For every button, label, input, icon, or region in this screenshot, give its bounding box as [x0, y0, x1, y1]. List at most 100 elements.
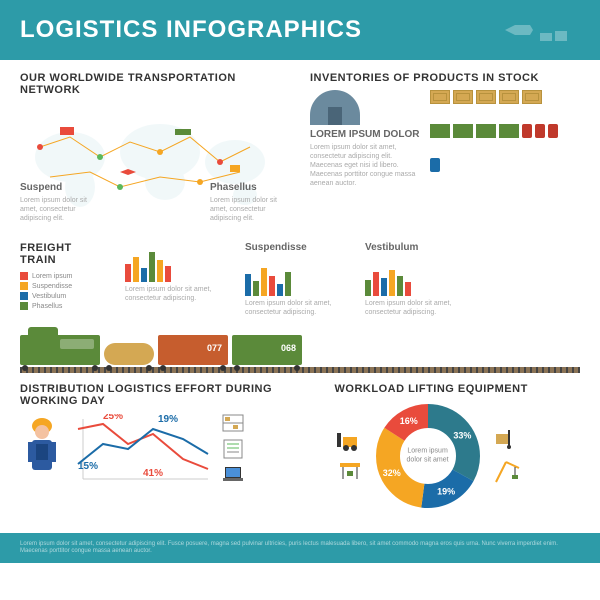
suspend-label: Suspend	[20, 182, 100, 193]
bar	[165, 266, 171, 282]
bar	[157, 260, 163, 282]
container-icon	[476, 124, 496, 138]
header-decorative-icons	[500, 15, 580, 45]
crate-icon	[499, 90, 519, 104]
pct-label: 19%	[158, 414, 178, 425]
container-icon	[453, 124, 473, 138]
crate-icon	[430, 90, 450, 104]
train-car	[20, 335, 100, 365]
legend-swatch	[20, 272, 28, 280]
chart-label: Suspendisse	[245, 242, 345, 253]
bar	[381, 278, 387, 296]
bar	[277, 284, 283, 296]
donut-pct-label: 16%	[399, 416, 417, 426]
main-title: LOGISTICS INFOGRAPHICS	[20, 16, 362, 44]
chart-caption: Lorem ipsum dolor sit amet, consectetur …	[125, 285, 225, 303]
workload-title: WORKLOAD LIFTING EQUIPMENT	[335, 383, 580, 395]
port-crane-icon	[491, 460, 521, 485]
suspend-text: Lorem ipsum dolor sit amet, consectetur …	[20, 196, 100, 223]
warehouse-icon	[310, 90, 360, 125]
phasellus-text: Lorem ipsum dolor sit amet, consectetur …	[210, 196, 290, 223]
workload-donut-chart: 33%19%32%16% Lorem ipsum dolor sit amet	[373, 401, 483, 511]
distribution-section: DISTRIBUTION LOGISTICS EFFORT DURING WOR…	[20, 383, 315, 511]
legend-item: Phasellus	[20, 302, 110, 310]
freight-legend: Lorem ipsum Suspendisse Vestibulum Phasellu…	[20, 272, 110, 310]
bar	[365, 280, 371, 296]
bar	[269, 276, 275, 296]
train-car	[104, 343, 154, 365]
footer-text: Lorem ipsum dolor sit amet, consectetur …	[20, 541, 580, 555]
header-banner: LOGISTICS INFOGRAPHICS	[0, 0, 600, 60]
footer-banner: Lorem ipsum dolor sit amet, consectetur …	[0, 533, 600, 563]
bar	[141, 268, 147, 282]
bar-chart: Suspendisse Lorem ipsum dolor sit amet, c…	[245, 242, 345, 317]
pct-label: 25%	[103, 414, 123, 422]
phasellus-label: Phasellus	[210, 182, 290, 193]
crates-grid	[430, 90, 560, 188]
bar	[261, 268, 267, 296]
pct-label: 15%	[78, 461, 98, 472]
crate-icon	[453, 90, 473, 104]
workload-section: WORKLOAD LIFTING EQUIPMENT 33%19%32%16% …	[335, 383, 580, 511]
bar	[373, 272, 379, 296]
bar	[253, 281, 259, 296]
inventories-title: INVENTORIES OF PRODUCTS IN STOCK	[310, 72, 580, 84]
bar	[389, 270, 395, 296]
crate-icon	[522, 90, 542, 104]
bar	[149, 252, 155, 282]
chart-caption: Lorem ipsum dolor sit amet, consectetur …	[365, 299, 465, 317]
chart-caption: Lorem ipsum dolor sit amet, consectetur …	[245, 299, 345, 317]
car-number: 068	[281, 343, 296, 353]
donut-center-text: Lorem ipsum dolor sit amet	[400, 448, 455, 465]
freight-title: FREIGHT TRAIN	[20, 242, 110, 266]
inventories-section: INVENTORIES OF PRODUCTS IN STOCK LOREM I…	[310, 72, 580, 232]
bar	[133, 257, 139, 282]
container-icon	[499, 124, 519, 138]
network-section: OUR WORLDWIDE TRANSPORTATION NETWORK Sus…	[20, 72, 290, 232]
bar	[397, 276, 403, 296]
donut-pct-label: 32%	[382, 468, 400, 478]
bar-chart: Lorem ipsum dolor sit amet, consectetur …	[125, 242, 225, 317]
barrel-icon	[522, 124, 532, 138]
bar	[405, 282, 411, 296]
train-illustration: 077 068	[20, 325, 580, 365]
train-car: 068	[232, 335, 302, 365]
forklift-icon	[335, 429, 365, 451]
legend-swatch	[20, 302, 28, 310]
donut-pct-label: 33%	[453, 431, 471, 441]
legend-label: Suspendisse	[32, 283, 72, 290]
distribution-title: DISTRIBUTION LOGISTICS EFFORT DURING WOR…	[20, 383, 315, 407]
container-icon	[430, 124, 450, 138]
inventory-text: Lorem ipsum dolor sit amet, consectetur …	[310, 143, 420, 188]
legend-item: Suspendisse	[20, 282, 110, 290]
bar-chart: Vestibulum Lorem ipsum dolor sit amet, co…	[365, 242, 465, 317]
legend-item: Lorem ipsum	[20, 272, 110, 280]
legend-swatch	[20, 282, 28, 290]
legend-swatch	[20, 292, 28, 300]
barrel-icon	[548, 124, 558, 138]
bar	[285, 272, 291, 296]
handtruck-icon	[491, 428, 521, 450]
bar	[245, 274, 251, 296]
legend-label: Phasellus	[32, 303, 62, 310]
crane-icon	[335, 461, 365, 483]
legend-item: Vestibulum	[20, 292, 110, 300]
network-title: OUR WORLDWIDE TRANSPORTATION NETWORK	[20, 72, 290, 96]
inventory-subtitle: LOREM IPSUM DOLOR	[310, 129, 420, 140]
chart-label: Vestibulum	[365, 242, 465, 253]
barrel-icon	[535, 124, 545, 138]
car-number: 077	[207, 343, 222, 353]
bar	[125, 264, 131, 282]
legend-label: Vestibulum	[32, 293, 66, 300]
checklist-icon	[221, 439, 246, 459]
train-car: 077	[158, 335, 228, 365]
train-track	[20, 367, 580, 373]
distribution-line-chart: 25% 19% 15% 41%	[73, 414, 213, 484]
barrel-icon	[430, 158, 440, 172]
worker-icon	[20, 414, 65, 484]
laptop-icon	[221, 465, 246, 485]
crate-icon	[476, 90, 496, 104]
pct-label: 41%	[143, 468, 163, 479]
shelving-icon	[221, 413, 246, 433]
legend-label: Lorem ipsum	[32, 273, 72, 280]
